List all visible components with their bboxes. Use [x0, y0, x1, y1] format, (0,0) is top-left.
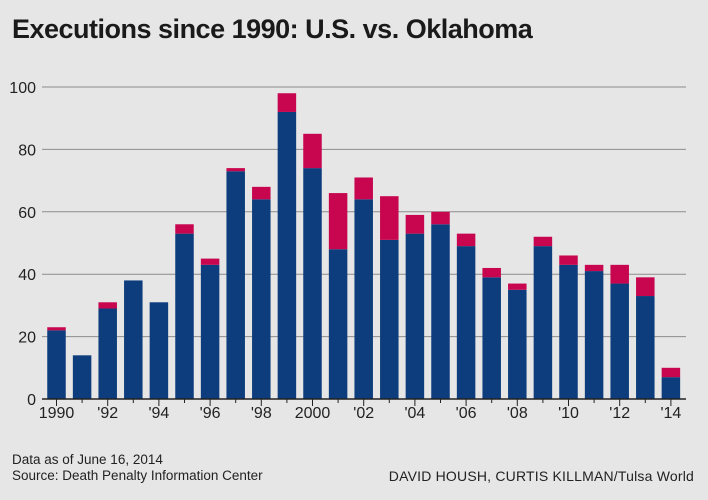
x-tick-label: '98: [251, 405, 272, 422]
bar-2002-series1: [354, 199, 373, 399]
y-tick-label: 0: [27, 392, 36, 409]
x-tick-label: 1990: [39, 405, 75, 422]
data-date-note: Data as of June 16, 2014: [12, 452, 163, 467]
bar-2013-series1: [636, 296, 655, 399]
bar-2002-series2: [354, 177, 373, 200]
bar-2005-series1: [431, 224, 450, 399]
bar-1995-series2: [175, 224, 194, 234]
axes: 0 20 40 60 80 100 1990 '92 '94 '96 '98 2000 '02 '04 '0…: [9, 80, 686, 422]
bar-2012-series1: [610, 283, 629, 399]
bar-2007-series1: [482, 277, 501, 399]
bar-1992-series1: [98, 308, 117, 399]
bar-2009-series2: [533, 236, 553, 247]
bar-2014-series1: [661, 377, 681, 399]
x-tick-label: '96: [200, 405, 221, 422]
x-tick-label: '04: [404, 405, 425, 422]
y-tick-label: 80: [18, 142, 36, 159]
bar-2006-series1: [456, 246, 476, 399]
x-tick-label: '08: [507, 405, 528, 422]
x-tick-label: '02: [353, 405, 374, 422]
bar-2004-series2: [405, 214, 425, 234]
bar-1999-series1: [277, 111, 297, 400]
x-tick-label: '14: [660, 405, 681, 422]
bar-2012-series2: [610, 264, 629, 284]
bar-1997-series2: [226, 168, 245, 172]
bar-1999-series2: [277, 93, 297, 112]
x-tick-label: '10: [558, 405, 579, 422]
bar-2006-series2: [456, 233, 476, 247]
bar-1996-series2: [200, 258, 220, 265]
bar-2001-series1: [328, 249, 348, 399]
y-tick-label: 60: [18, 205, 36, 222]
bar-2010-series2: [559, 255, 578, 265]
bar-2009-series1: [533, 246, 553, 399]
bar-2000-series1: [303, 168, 322, 399]
chart-title: Executions since 1990: U.S. vs. Oklahoma: [12, 14, 533, 44]
bar-1997-series1: [226, 171, 245, 399]
bar-2010-series1: [559, 264, 578, 399]
bar-1990-series2: [47, 327, 66, 331]
x-tick-label: '92: [97, 405, 118, 422]
bar-2005-series2: [431, 211, 450, 225]
credit-line: DAVID HOUSH, CURTIS KILLMAN/Tulsa World: [388, 468, 694, 484]
bar-1998-series1: [252, 199, 271, 399]
bar-1998-series2: [252, 186, 271, 200]
bar-1990-series1: [47, 330, 66, 399]
bar-2000-series2: [303, 133, 322, 169]
bar-2008-series1: [508, 289, 527, 399]
y-tick-label: 100: [9, 80, 36, 97]
bar-2008-series2: [508, 283, 527, 290]
y-tick-label: 40: [18, 267, 36, 284]
bar-2003-series2: [380, 196, 399, 240]
bar-1995-series1: [175, 233, 194, 399]
bar-1994-series1: [149, 302, 169, 399]
y-tick-label: 20: [18, 330, 36, 347]
bar-2011-series1: [584, 271, 604, 399]
bar-1992-series2: [98, 302, 117, 309]
source-note: Source: Death Penalty Information Center: [12, 468, 263, 483]
bar-1993-series1: [124, 280, 143, 399]
bar-2001-series2: [328, 193, 348, 250]
bar-1991-series1: [72, 355, 92, 399]
x-tick-label: '94: [148, 405, 169, 422]
x-tick-label: '12: [609, 405, 630, 422]
bar-2004-series1: [405, 233, 425, 399]
bars: [47, 93, 681, 400]
bar-2003-series1: [380, 239, 399, 399]
bar-2013-series2: [636, 277, 655, 297]
x-tick-label: '06: [456, 405, 477, 422]
x-tick-label: 2000: [295, 405, 331, 422]
bar-1996-series1: [200, 264, 220, 399]
bar-2011-series2: [584, 264, 604, 272]
bar-2007-series2: [482, 267, 501, 278]
bar-2014-series2: [661, 367, 681, 378]
